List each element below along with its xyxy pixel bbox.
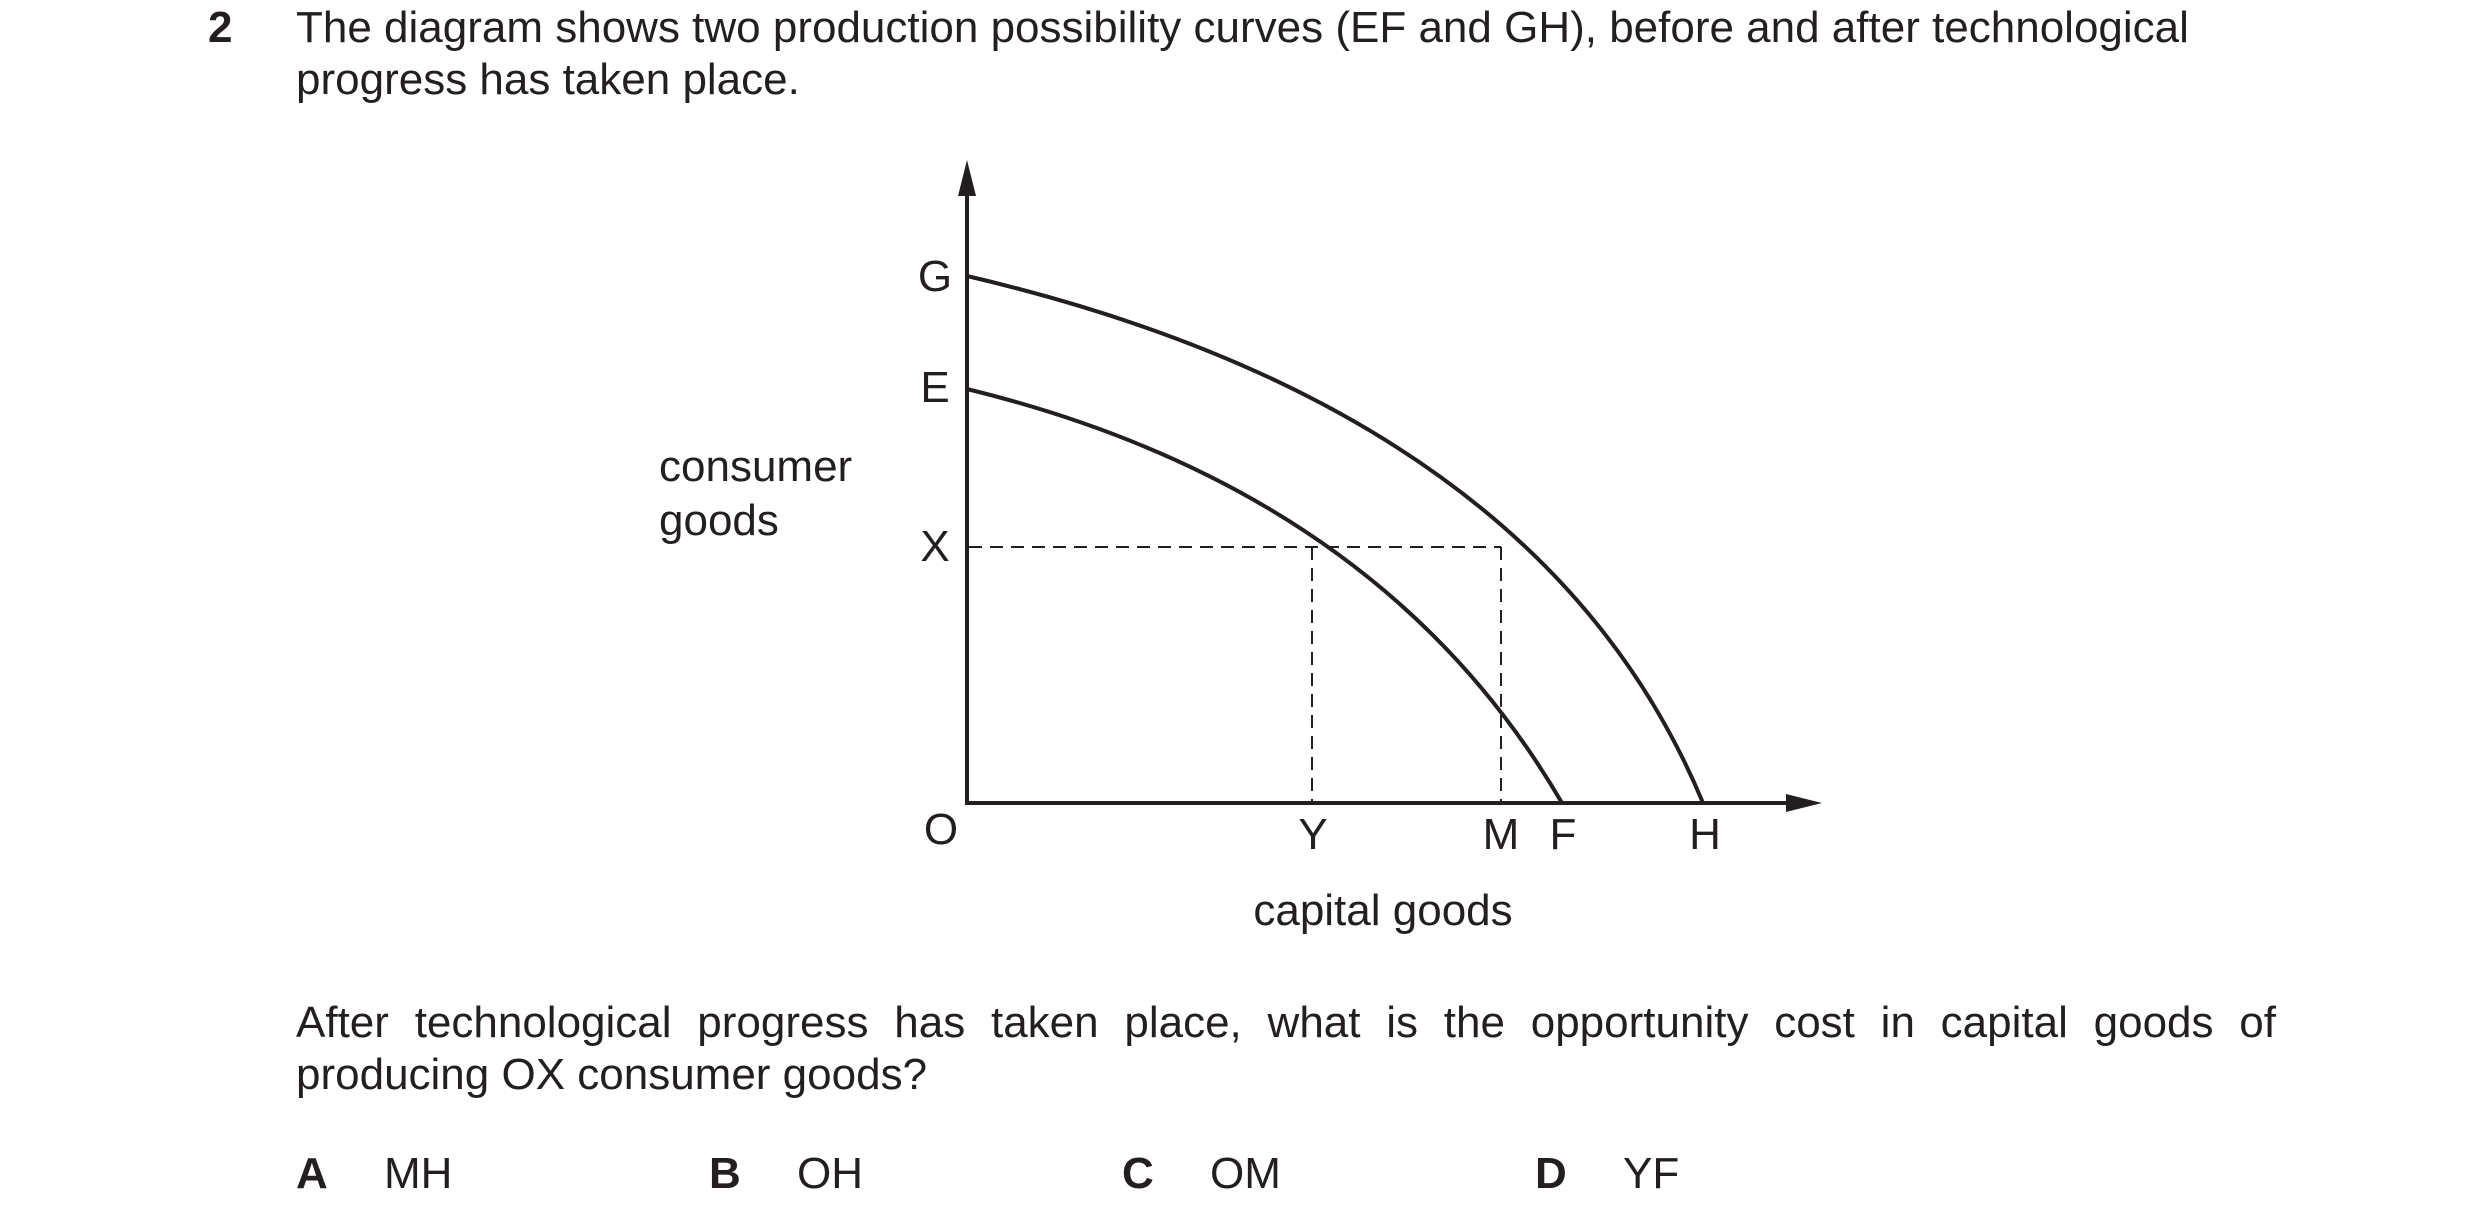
option-b-letter: B (709, 1149, 741, 1198)
question-prompt: After technological progress has taken p… (296, 998, 2276, 1099)
option-c-letter: C (1122, 1149, 1154, 1198)
y-axis-label-line1: consumer (659, 442, 852, 491)
label-y: Y (1298, 810, 1327, 859)
option-b[interactable]: B OH (709, 1148, 863, 1200)
x-axis-arrowhead (1786, 794, 1822, 812)
label-origin: O (924, 805, 958, 854)
y-axis-arrowhead (958, 160, 976, 196)
curve-gh (966, 274, 1705, 804)
x-axis-label: capital goods (1253, 886, 1512, 935)
y-axis-label-line2: goods (659, 496, 779, 545)
option-a-text: MH (384, 1149, 453, 1198)
question-number: 2 (208, 3, 233, 52)
option-b-text: OH (797, 1149, 863, 1198)
option-d[interactable]: D YF (1535, 1148, 1679, 1200)
label-f: F (1550, 810, 1577, 859)
label-x: X (920, 522, 949, 571)
label-m: M (1483, 810, 1520, 859)
option-c-text: OM (1210, 1149, 1281, 1198)
curve-ef (966, 387, 1564, 805)
option-a-letter: A (296, 1149, 328, 1198)
label-g: G (918, 252, 952, 301)
option-c[interactable]: C OM (1122, 1148, 1281, 1200)
answer-options: A MH B OH C OM D YF (296, 1148, 2276, 1204)
question-stem: The diagram shows two production possibi… (296, 3, 2189, 104)
option-d-text: YF (1623, 1149, 1680, 1198)
label-h: H (1689, 810, 1721, 859)
option-d-letter: D (1535, 1149, 1567, 1198)
ppc-diagram: G E X O Y M F H consumer goods capital g… (659, 160, 1822, 935)
label-e: E (920, 363, 949, 412)
option-a[interactable]: A MH (296, 1148, 452, 1200)
